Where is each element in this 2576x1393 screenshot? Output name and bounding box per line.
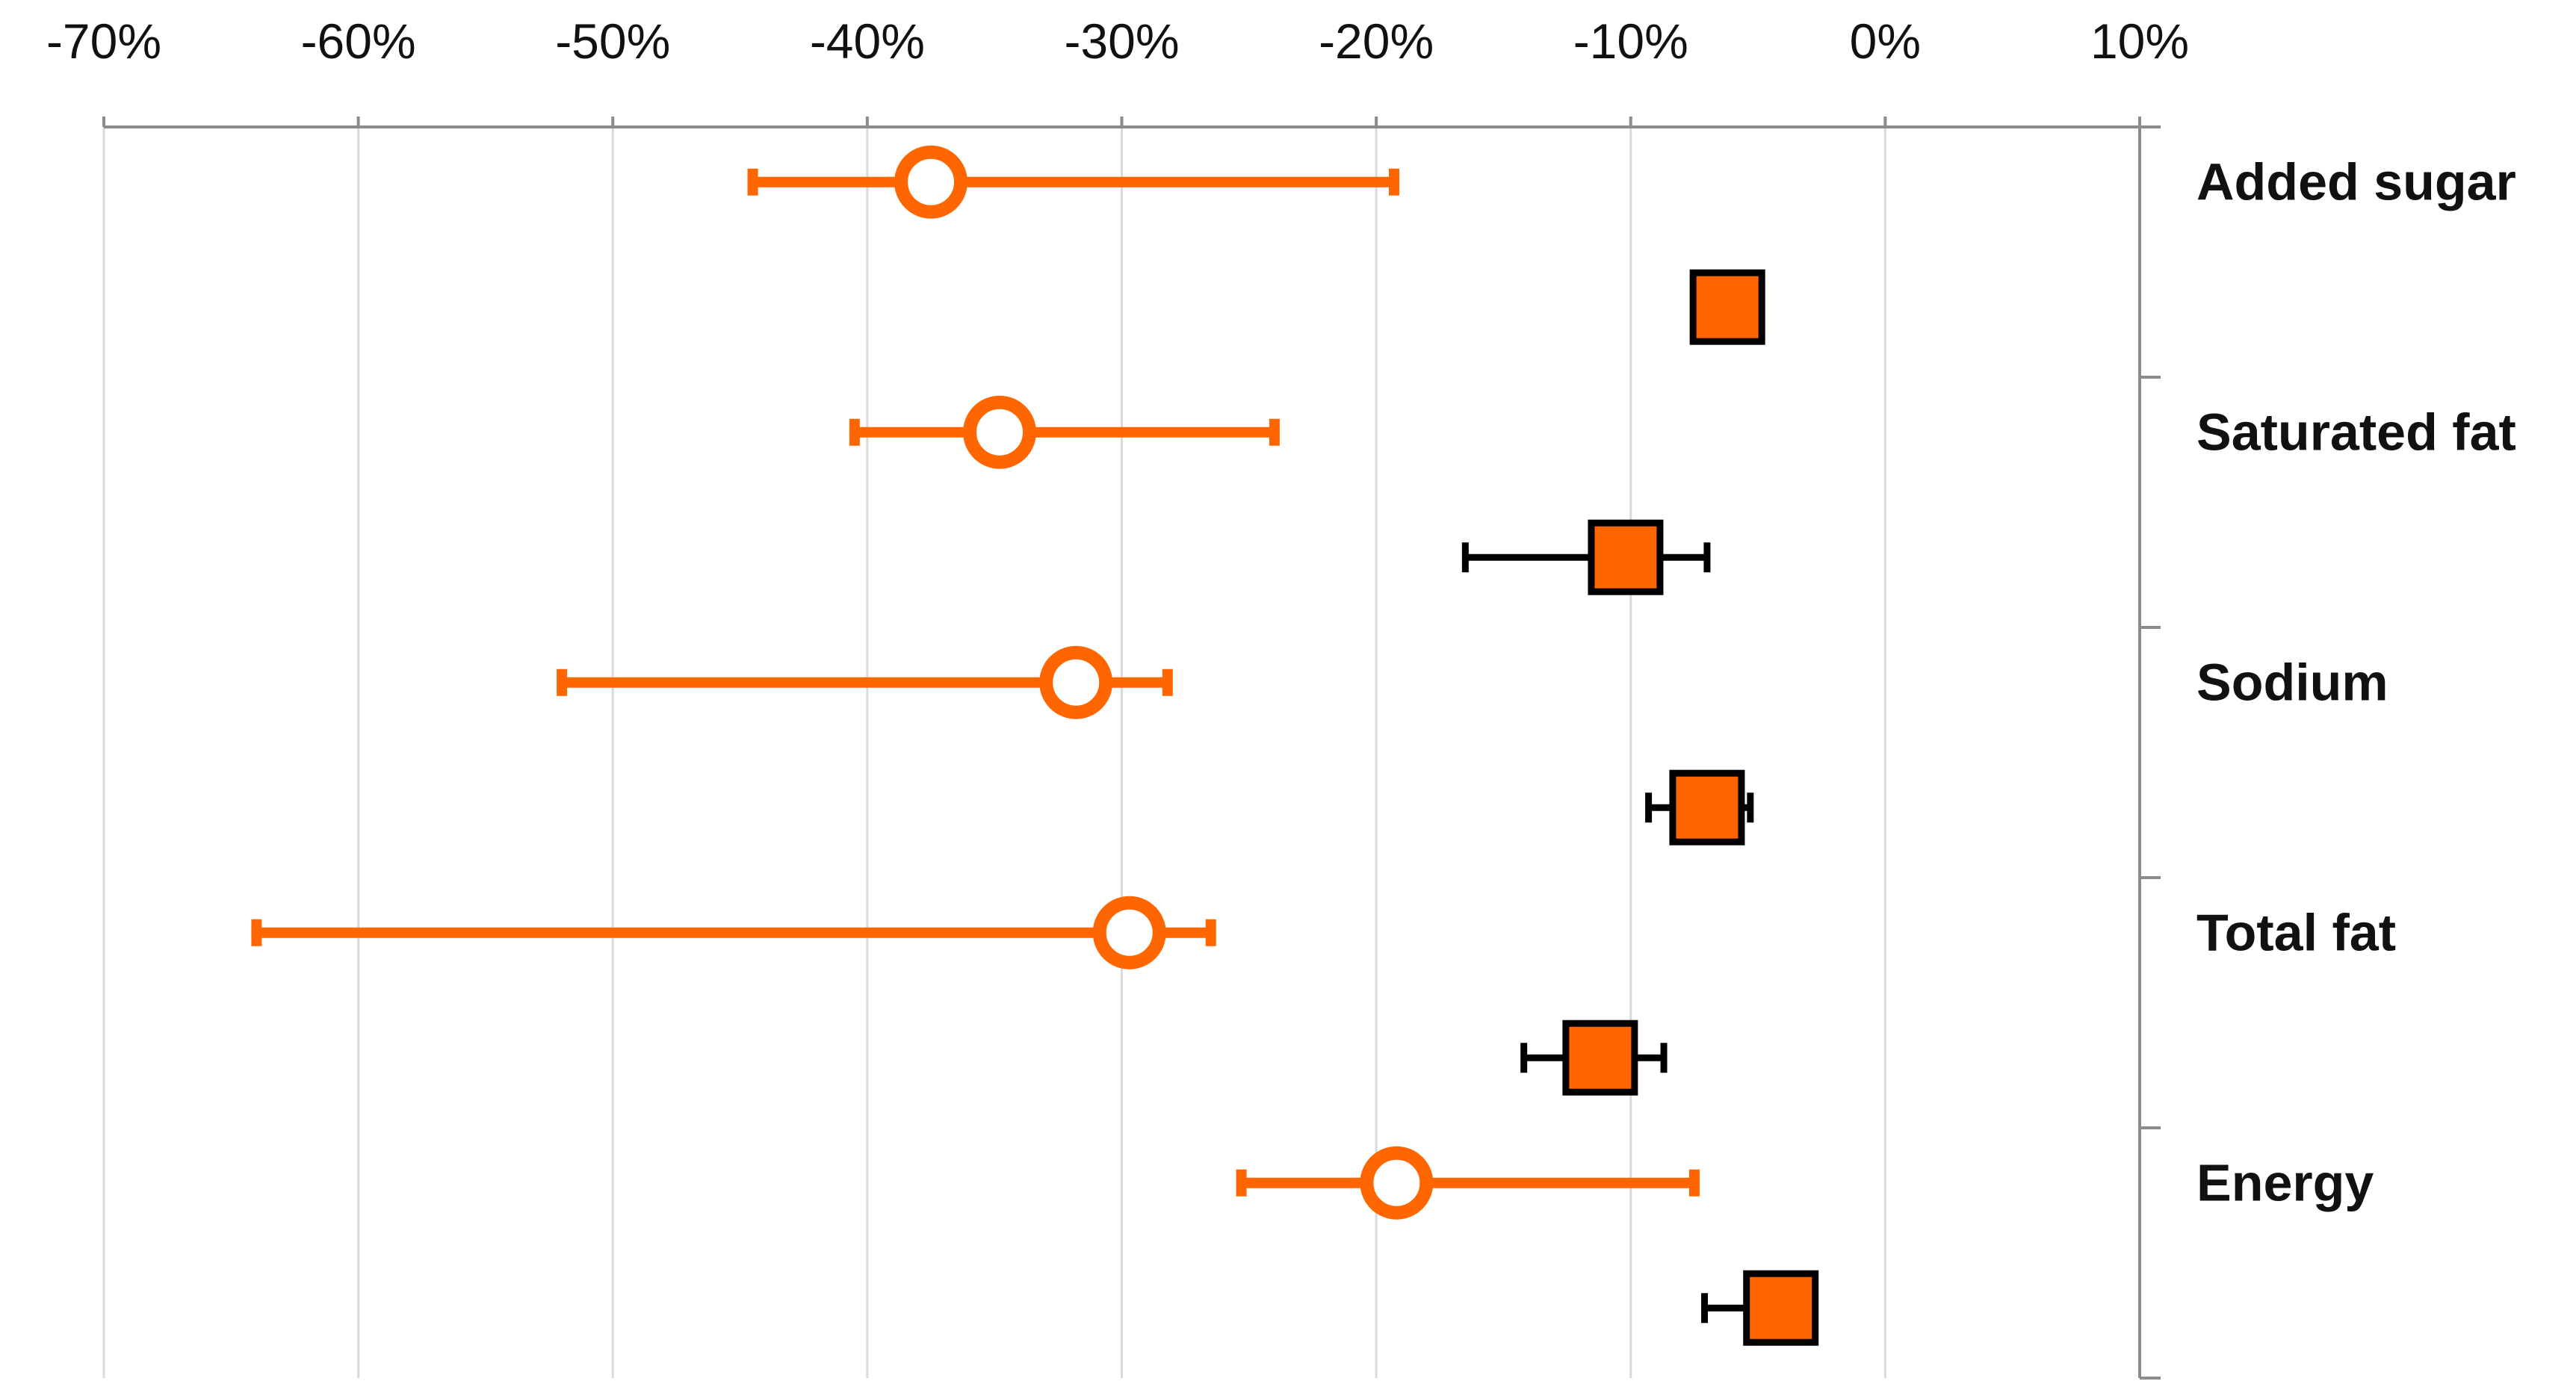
x-tick-label: 0%: [1850, 13, 1921, 69]
x-tick-label: -10%: [1573, 13, 1688, 69]
square-marker: [1562, 1020, 1638, 1096]
square-marker: [1588, 519, 1664, 595]
circle-marker: [1360, 1146, 1434, 1220]
category-label: Total fat: [2196, 904, 2396, 962]
markers: [894, 145, 1819, 1346]
x-tick-label: -60%: [301, 13, 416, 69]
square-marker: [1743, 1270, 1819, 1346]
circle-marker: [963, 395, 1036, 469]
error-bars: [251, 168, 1800, 1324]
x-tick-label: -70%: [46, 13, 161, 69]
x-tick-label: 10%: [2090, 13, 2189, 69]
category-label: Energy: [2196, 1154, 2374, 1212]
x-tick-label: -40%: [810, 13, 925, 69]
x-tick-labels: -70% -60% -50% -40% -30% -20% -10% 0% 10%: [46, 13, 2189, 69]
circle-marker: [894, 145, 968, 219]
category-label: Sodium: [2196, 654, 2388, 712]
category-label: Added sugar: [2196, 153, 2516, 211]
square-marker: [1689, 269, 1765, 345]
square-marker: [1669, 769, 1745, 846]
x-tick-label: -20%: [1319, 13, 1434, 69]
category-labels: Added sugar Saturated fat Sodium Total fat E…: [2196, 153, 2516, 1212]
x-tick-label: -50%: [555, 13, 670, 69]
x-tick-label: -30%: [1064, 13, 1179, 69]
gridlines: [102, 127, 2141, 1378]
circle-marker: [1039, 645, 1113, 719]
circle-marker: [1092, 896, 1166, 969]
category-label: Saturated fat: [2196, 403, 2516, 462]
axes: [102, 117, 2161, 1380]
